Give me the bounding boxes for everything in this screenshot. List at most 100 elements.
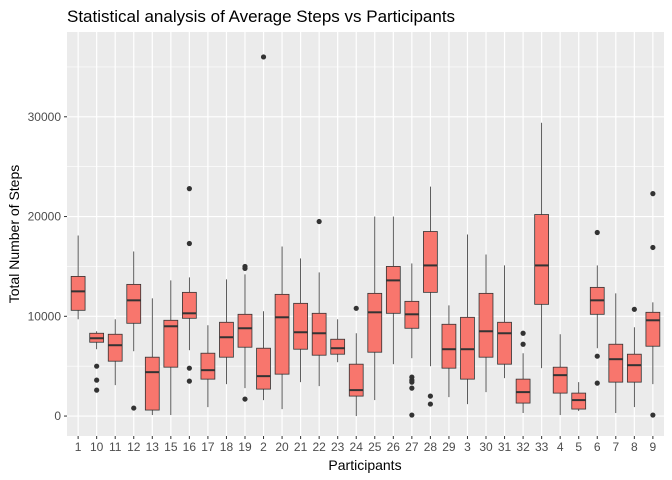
box-25 [367,216,383,401]
x-tick-label: 33 [535,440,549,454]
x-tick-label: 23 [331,440,345,454]
x-tick-label: 30 [479,440,493,454]
outlier-point [242,265,248,272]
outlier-point [94,387,100,393]
box-8 [626,306,642,408]
box-7 [608,293,624,414]
box-16 [182,186,197,384]
x-tick-label: 16 [183,440,197,454]
outlier-point [186,365,192,371]
box-21 [293,258,308,383]
x-axis-title: Participants [328,457,401,473]
x-tick-label: 21 [294,440,308,454]
x-tick-label: 28 [424,440,438,454]
outlier-point [260,54,267,60]
box-body [219,321,234,358]
outlier-point [186,240,192,247]
box-body [163,319,179,368]
box-33 [534,122,549,369]
box-24 [348,305,364,417]
box-6 [589,229,605,386]
outlier-point [520,341,526,347]
y-tick-label: 20000 [28,210,62,224]
x-tick-label: 9 [650,440,657,454]
box-31 [497,265,512,379]
x-tick-label: 4 [557,440,564,454]
x-tick-label: 20 [275,440,289,454]
outlier-point [650,412,656,418]
box-body [367,292,383,353]
box-20 [274,246,290,410]
box-19 [237,263,253,402]
box-22 [311,218,327,387]
x-tick-label: 15 [164,440,178,454]
box-23 [330,319,346,363]
outlier-point [94,363,100,369]
box-11 [107,319,123,386]
box-10 [89,331,105,393]
x-tick-label: 31 [498,440,512,454]
y-tick-label: 0 [54,409,61,423]
outlier-point [186,186,192,192]
box-body [274,293,290,375]
x-tick-label: 24 [350,440,364,454]
box-body [144,356,160,411]
x-tick-label: 7 [612,440,619,454]
box-body [237,313,253,348]
box-2 [256,54,271,401]
chart-title: Statistical analysis of Average Steps vs… [67,7,455,26]
x-tick-label: 1 [75,440,82,454]
box-body [534,214,549,305]
box-body [70,275,86,311]
box-27 [404,263,420,418]
outlier-point [316,218,322,225]
box-5 [571,382,587,412]
x-tick-label: 27 [405,440,419,454]
outlier-point [186,378,192,384]
x-tick-label: 17 [201,440,215,454]
outlier-point [594,380,600,386]
box-body [441,323,457,369]
box-body [608,343,624,383]
x-tick-label: 3 [464,440,471,454]
outlier-point [353,305,359,311]
box-17 [200,325,216,408]
box-body [385,266,401,314]
box-4 [552,334,568,416]
x-tick-label: 8 [631,440,638,454]
box-body [107,333,123,362]
x-tick-label: 29 [442,440,456,454]
outlier-point [94,377,100,383]
x-tick-label: 26 [387,440,401,454]
box-body [552,366,568,394]
y-axis-title: Total Number of Steps [6,165,22,304]
outlier-point [409,412,415,418]
x-tick-label: 12 [127,440,141,454]
outlier-point [594,353,600,359]
box-12 [126,251,142,411]
box-body [348,363,364,397]
x-tick-label: 18 [220,440,234,454]
box-body [330,338,346,355]
x-tick-label: 10 [90,440,104,454]
box-body [478,292,494,358]
x-tick-label: 32 [516,440,530,454]
outlier-point [594,229,600,236]
x-tick-label: 13 [146,440,160,454]
outlier-point [631,306,637,312]
box-28 [423,186,438,407]
x-tick-label: 25 [368,440,382,454]
outlier-point [650,191,656,197]
box-body [256,347,271,390]
box-body [423,231,438,293]
box-9 [645,191,661,418]
outlier-point [409,379,415,385]
y-tick-label: 30000 [28,110,62,124]
box-32 [515,330,531,414]
box-15 [163,280,179,416]
x-tick-label: 11 [109,440,122,454]
outlier-point [409,385,415,391]
x-tick-label: 2 [260,440,267,454]
